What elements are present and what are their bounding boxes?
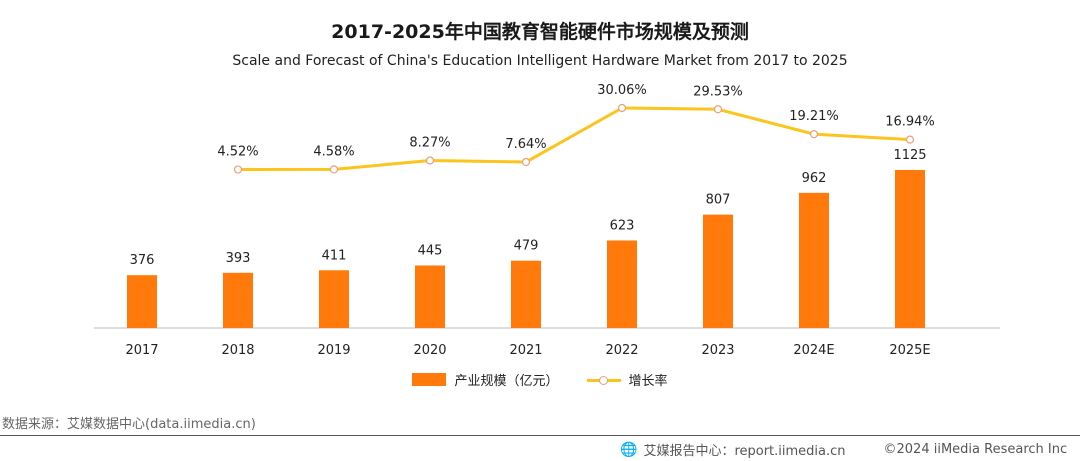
growth-rate-label: 30.06% (597, 83, 647, 98)
bar-2022 (607, 240, 637, 328)
footer-copyright: ©2024 iiMedia Research Inc (883, 442, 1068, 457)
bar-value-label: 623 (610, 218, 635, 233)
bar-2017 (127, 275, 157, 328)
footer-report-link[interactable]: 艾媒报告中心：report.iimedia.cn (643, 444, 846, 459)
growth-rate-point (521, 157, 531, 167)
growth-rate-label: 29.53% (693, 84, 743, 99)
x-tick-label: 2023 (701, 343, 734, 358)
growth-rate-point (233, 165, 243, 174)
growth-rate-point (905, 135, 915, 144)
growth-rate-point (713, 105, 723, 114)
bar-2019 (319, 270, 349, 328)
bar-value-label: 1125 (893, 148, 926, 163)
bar-2020 (415, 265, 445, 328)
x-tick-label: 2025E (889, 343, 930, 358)
x-tick-label: 2019 (317, 343, 350, 358)
bar-2023 (703, 214, 733, 328)
bar-value-label: 445 (418, 243, 443, 258)
x-tick-label: 2022 (605, 343, 638, 358)
bar-value-label: 393 (226, 251, 251, 266)
x-tick-label: 2021 (509, 343, 542, 358)
legend-line-label: 增长率 (628, 374, 668, 389)
growth-rate-point (617, 103, 627, 113)
bar-value-label: 962 (802, 171, 827, 186)
legend-bar-swatch (412, 373, 447, 386)
bar-2018 (223, 272, 253, 328)
chart-plot: 376 2017 393 2018 411 2019 445 2020 479 2021 623 20… (94, 83, 1000, 358)
legend-item-bar: 产业规模（亿元） (412, 370, 559, 389)
globe-icon: 🌐 (620, 441, 638, 458)
growth-rate-point (329, 165, 339, 174)
bar-2025E (895, 169, 925, 328)
growth-rate-point (809, 130, 819, 139)
bar-value-label: 376 (130, 253, 155, 268)
legend-line-swatch (586, 374, 621, 386)
growth-rate-label: 8.27% (409, 136, 450, 151)
bar-value-label: 807 (706, 193, 731, 208)
growth-rate-label: 4.52% (217, 145, 258, 160)
bar-value-label: 411 (322, 248, 347, 263)
growth-rate-point (425, 156, 435, 165)
bar-value-label: 479 (514, 239, 539, 254)
data-source: 数据来源：艾媒数据中心(data.iimedia.cn) (2, 417, 256, 432)
x-tick-label: 2018 (221, 343, 254, 358)
x-tick-label: 2020 (413, 343, 446, 358)
x-tick-label: 2017 (125, 343, 158, 358)
x-tick-label: 2024E (793, 343, 834, 358)
bar-2024E (799, 192, 829, 328)
growth-rate-label: 4.58% (313, 144, 354, 159)
legend-item-line: 增长率 (586, 370, 668, 389)
footer-divider (0, 435, 1080, 436)
footer: 🌐 艾媒报告中心：report.iimedia.cn ©2024 iiMedia… (620, 440, 1068, 460)
growth-rate-label: 16.94% (885, 115, 935, 130)
chart-title: 2017-2025年中国教育智能硬件市场规模及预测 (331, 21, 749, 43)
legend-bar-label: 产业规模（亿元） (454, 374, 559, 389)
chart-subtitle: Scale and Forecast of China's Education … (232, 53, 848, 69)
bar-2021 (511, 260, 541, 328)
growth-rate-label: 7.64% (505, 137, 546, 152)
growth-rate-label: 19.21% (789, 109, 839, 124)
growth-rate-line (237, 106, 911, 172)
chart-legend: 产业规模（亿元） 增长率 (0, 370, 1080, 389)
